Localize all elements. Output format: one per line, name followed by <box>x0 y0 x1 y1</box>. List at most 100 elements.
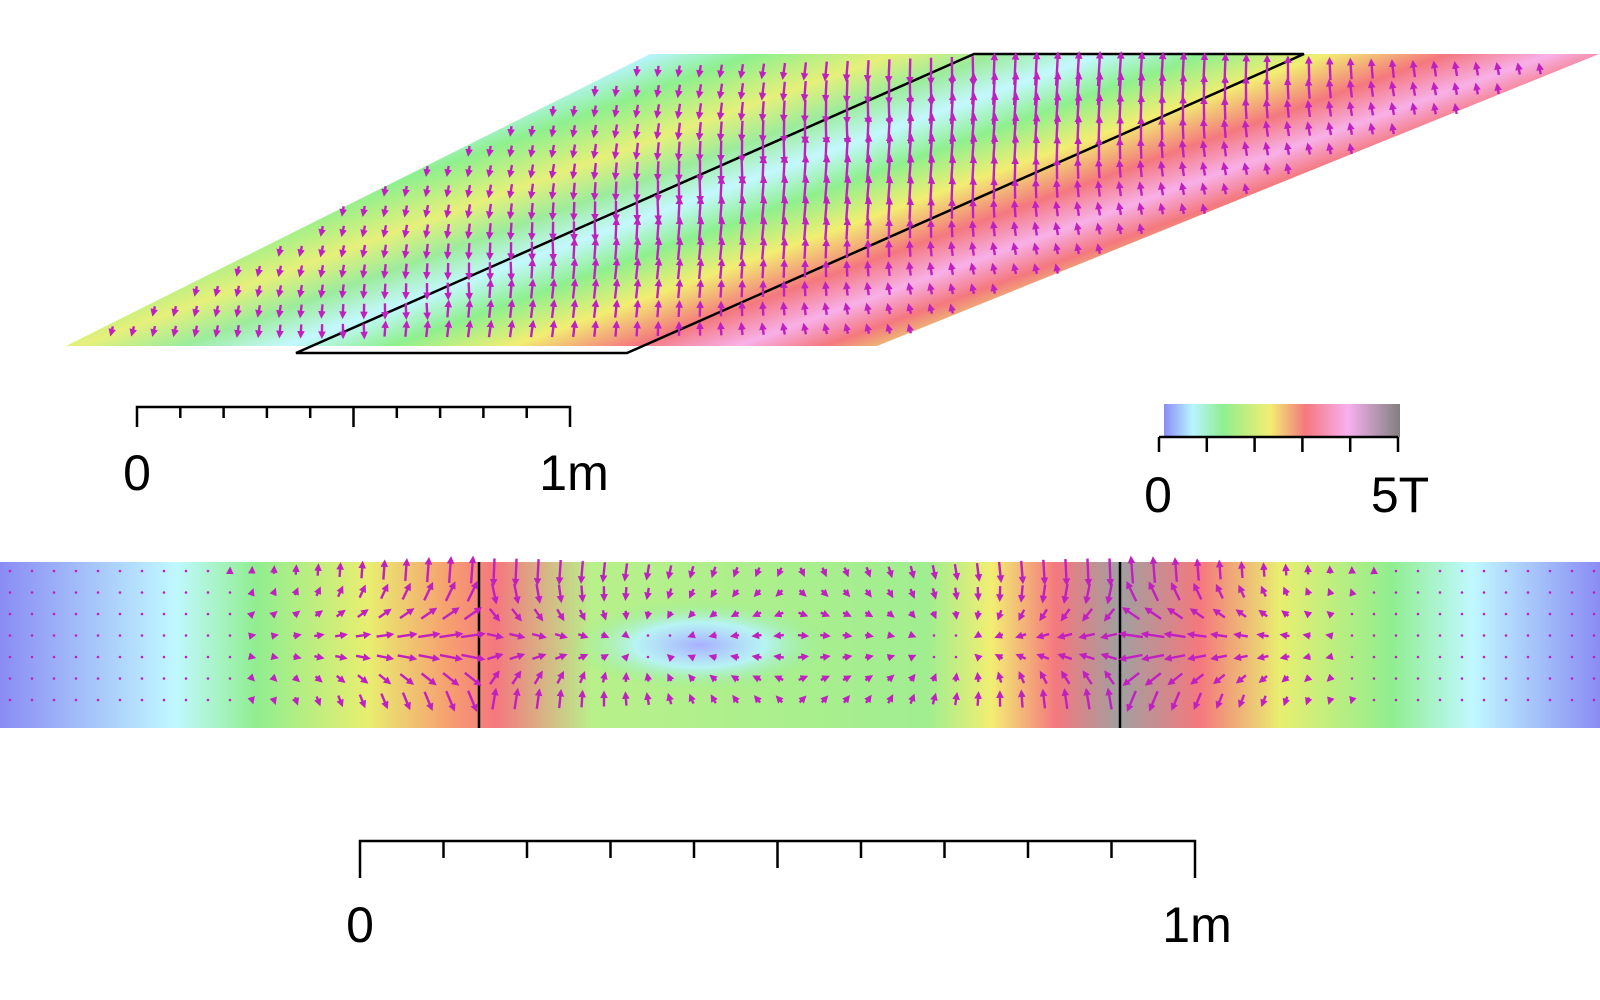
field-arrow <box>1347 143 1355 155</box>
field-dot <box>96 569 100 573</box>
field-arrow <box>1011 156 1020 181</box>
field-arrow <box>695 122 704 141</box>
field-arrow <box>442 672 460 686</box>
field-dot <box>162 655 166 659</box>
field-arrow <box>994 631 1004 639</box>
field-arrow <box>577 653 589 661</box>
field-arrow <box>150 325 158 337</box>
field-arrow <box>276 304 284 319</box>
field-arrow <box>570 237 579 260</box>
field-arrow <box>339 225 347 238</box>
field-arrow <box>270 652 279 661</box>
field-dot <box>206 612 210 616</box>
field-arrow <box>1221 182 1229 195</box>
field-arrow <box>1039 584 1048 604</box>
field-arrow <box>439 630 464 639</box>
field-arrow <box>717 321 725 336</box>
field-arrow <box>738 258 747 279</box>
field-arrow <box>708 653 717 662</box>
field-arrow <box>423 302 431 321</box>
field-arrow <box>528 125 536 138</box>
field-dot <box>162 634 166 637</box>
field-arrow <box>402 185 410 198</box>
field-arrow <box>1148 690 1159 712</box>
field-arrow <box>696 64 704 78</box>
field-dot <box>228 591 232 594</box>
field-arrow <box>612 217 621 240</box>
field-arrow <box>1127 555 1136 584</box>
field-arrow <box>423 691 434 712</box>
field-arrow <box>570 320 579 338</box>
field-dot <box>118 677 122 680</box>
field-arrow <box>1115 180 1124 197</box>
field-dot <box>1438 634 1442 637</box>
field-arrow <box>738 279 746 298</box>
field-arrow <box>1040 559 1049 586</box>
field-arrow <box>822 281 830 296</box>
field-arrow <box>666 692 674 705</box>
field-arrow <box>907 654 917 662</box>
field-arrow <box>758 120 767 143</box>
field-arrow <box>885 196 894 221</box>
field-arrow <box>969 241 977 256</box>
field-dot <box>1548 591 1552 594</box>
field-arrow <box>360 205 368 217</box>
field-arrow <box>780 301 788 316</box>
field-arrow <box>1060 608 1071 622</box>
field-arrow <box>570 144 578 159</box>
field-dot <box>1394 655 1398 659</box>
field-arrow <box>906 197 915 220</box>
field-arrow <box>688 588 696 599</box>
field-arrow <box>989 220 998 237</box>
field-arrow <box>1106 558 1115 587</box>
field-arrow <box>842 631 853 640</box>
field-arrow <box>990 199 998 218</box>
field-arrow <box>420 607 438 620</box>
field-arrow <box>801 301 809 316</box>
field-arrow <box>1036 653 1050 661</box>
field-arrow <box>611 143 620 160</box>
field-arrow <box>600 631 610 639</box>
field-arrow <box>729 631 740 640</box>
field-arrow <box>1282 696 1290 707</box>
field-dot <box>8 591 12 594</box>
field-arrow <box>444 165 452 178</box>
field-arrow <box>445 690 456 712</box>
field-arrow <box>1233 653 1248 661</box>
field-dot <box>30 698 34 702</box>
field-arrow <box>653 142 662 161</box>
field-arrow <box>513 583 521 605</box>
field-arrow <box>974 671 982 683</box>
field-arrow <box>570 201 578 222</box>
field-arrow <box>314 696 322 707</box>
field-arrow <box>486 242 494 261</box>
field-dot <box>228 655 232 659</box>
field-arrow <box>1284 162 1292 175</box>
field-dot <box>74 569 78 573</box>
field-arrow <box>752 609 762 617</box>
field-arrow <box>1326 673 1335 682</box>
field-arrow <box>1263 162 1271 175</box>
field-arrow <box>402 263 410 280</box>
field-arrow <box>591 105 599 118</box>
field-dot <box>206 634 210 637</box>
field-dot <box>932 655 936 659</box>
field-arrow <box>737 101 746 122</box>
field-arrow <box>759 216 768 241</box>
field-arrow <box>612 124 620 139</box>
field-arrow <box>842 653 853 661</box>
field-arrow <box>885 302 893 315</box>
field-arrow <box>380 559 389 580</box>
field-arrow <box>297 324 305 339</box>
field-arrow <box>1032 242 1040 255</box>
field-dot <box>932 634 936 637</box>
field-arrow <box>381 320 389 337</box>
field-dot <box>1526 698 1530 702</box>
field-arrow <box>570 299 579 318</box>
field-arrow <box>1238 560 1246 579</box>
field-arrow <box>737 82 746 100</box>
field-arrow <box>446 556 455 584</box>
field-arrow <box>732 566 740 578</box>
field-dot <box>1526 677 1530 680</box>
